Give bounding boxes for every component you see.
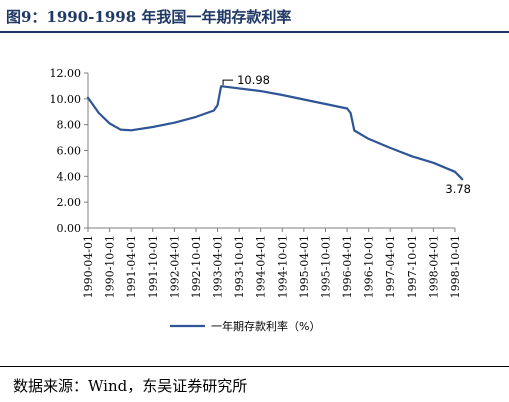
data-point [461, 178, 463, 180]
data-point [260, 90, 262, 92]
x-tick-label: 1996-10-01 [363, 235, 376, 298]
y-tick-label: 2.00 [57, 196, 82, 209]
y-tick-label: 0.00 [57, 222, 82, 235]
title-divider [0, 31, 509, 33]
data-label-last: 3.78 [445, 182, 471, 196]
data-point [195, 116, 197, 118]
annotation-layer: 10.98 3.78 [222, 73, 471, 196]
x-tick-label: 1990-04-01 [82, 235, 95, 298]
data-point [152, 126, 154, 128]
x-tick-label: 1997-04-01 [384, 235, 397, 298]
x-tick-label: 1995-04-01 [298, 235, 311, 298]
x-tick-label: 1995-10-01 [319, 235, 332, 298]
data-point [213, 109, 215, 112]
y-tick-label: 12.00 [50, 67, 82, 80]
data-point [119, 128, 122, 131]
data-point [389, 147, 391, 149]
data-label-peak: 10.98 [237, 73, 270, 87]
x-tick-label: 1992-10-01 [190, 235, 203, 298]
x-tick-label: 1991-04-01 [125, 235, 138, 298]
x-axis: 1990-04-01 1990-10-01 1991-04-01 1991-10-01… [82, 227, 462, 298]
figure-source: 数据来源：Wind，东吴证券研究所 [13, 377, 248, 395]
x-tick-label: 1991-10-01 [147, 235, 160, 298]
data-point [220, 85, 222, 87]
legend: 一年期存款利率（%） [170, 319, 320, 333]
legend-label: 一年期存款利率（%） [211, 319, 320, 333]
series-layer [86, 85, 464, 181]
x-tick-label: 1997-10-01 [406, 235, 419, 298]
y-tick-label: 6.00 [57, 145, 82, 158]
data-point [303, 98, 305, 101]
data-point [454, 171, 456, 173]
data-point [98, 112, 100, 114]
source-divider [0, 366, 509, 367]
x-tick-label: 1992-04-01 [168, 235, 181, 298]
data-point [216, 104, 219, 106]
data-point [350, 112, 352, 114]
data-point [109, 122, 111, 124]
x-tick-label: 1994-04-01 [255, 235, 268, 298]
figure-title: 图9：1990-1998 年我国一年期存款利率 [6, 8, 292, 26]
x-tick-label: 1998-04-01 [427, 235, 440, 298]
x-tick-label: 1990-10-01 [104, 235, 117, 298]
series-line [86, 85, 464, 181]
data-point [324, 103, 327, 105]
y-tick-label: 4.00 [57, 170, 82, 183]
y-tick-label: 8.00 [57, 119, 82, 132]
data-point [411, 155, 413, 157]
data-point [346, 107, 348, 110]
x-tick-label: 1996-04-01 [341, 235, 354, 298]
data-point [87, 97, 89, 99]
annotation-leader [222, 79, 234, 86]
x-tick-label: 1993-04-01 [212, 235, 225, 298]
data-point [173, 122, 176, 124]
y-tick-label: 10.00 [50, 93, 82, 106]
x-tick-label: 1998-10-01 [449, 235, 462, 298]
x-tick-label: 1993-10-01 [233, 235, 246, 298]
data-point [353, 129, 355, 132]
x-tick-label: 1994-10-01 [276, 235, 289, 298]
data-point [368, 138, 370, 140]
data-point [432, 162, 434, 164]
y-axis: 0.00 2.00 4.00 6.00 8.00 10.00 12.00 [50, 67, 89, 235]
data-point [130, 129, 132, 131]
data-point [281, 94, 283, 96]
